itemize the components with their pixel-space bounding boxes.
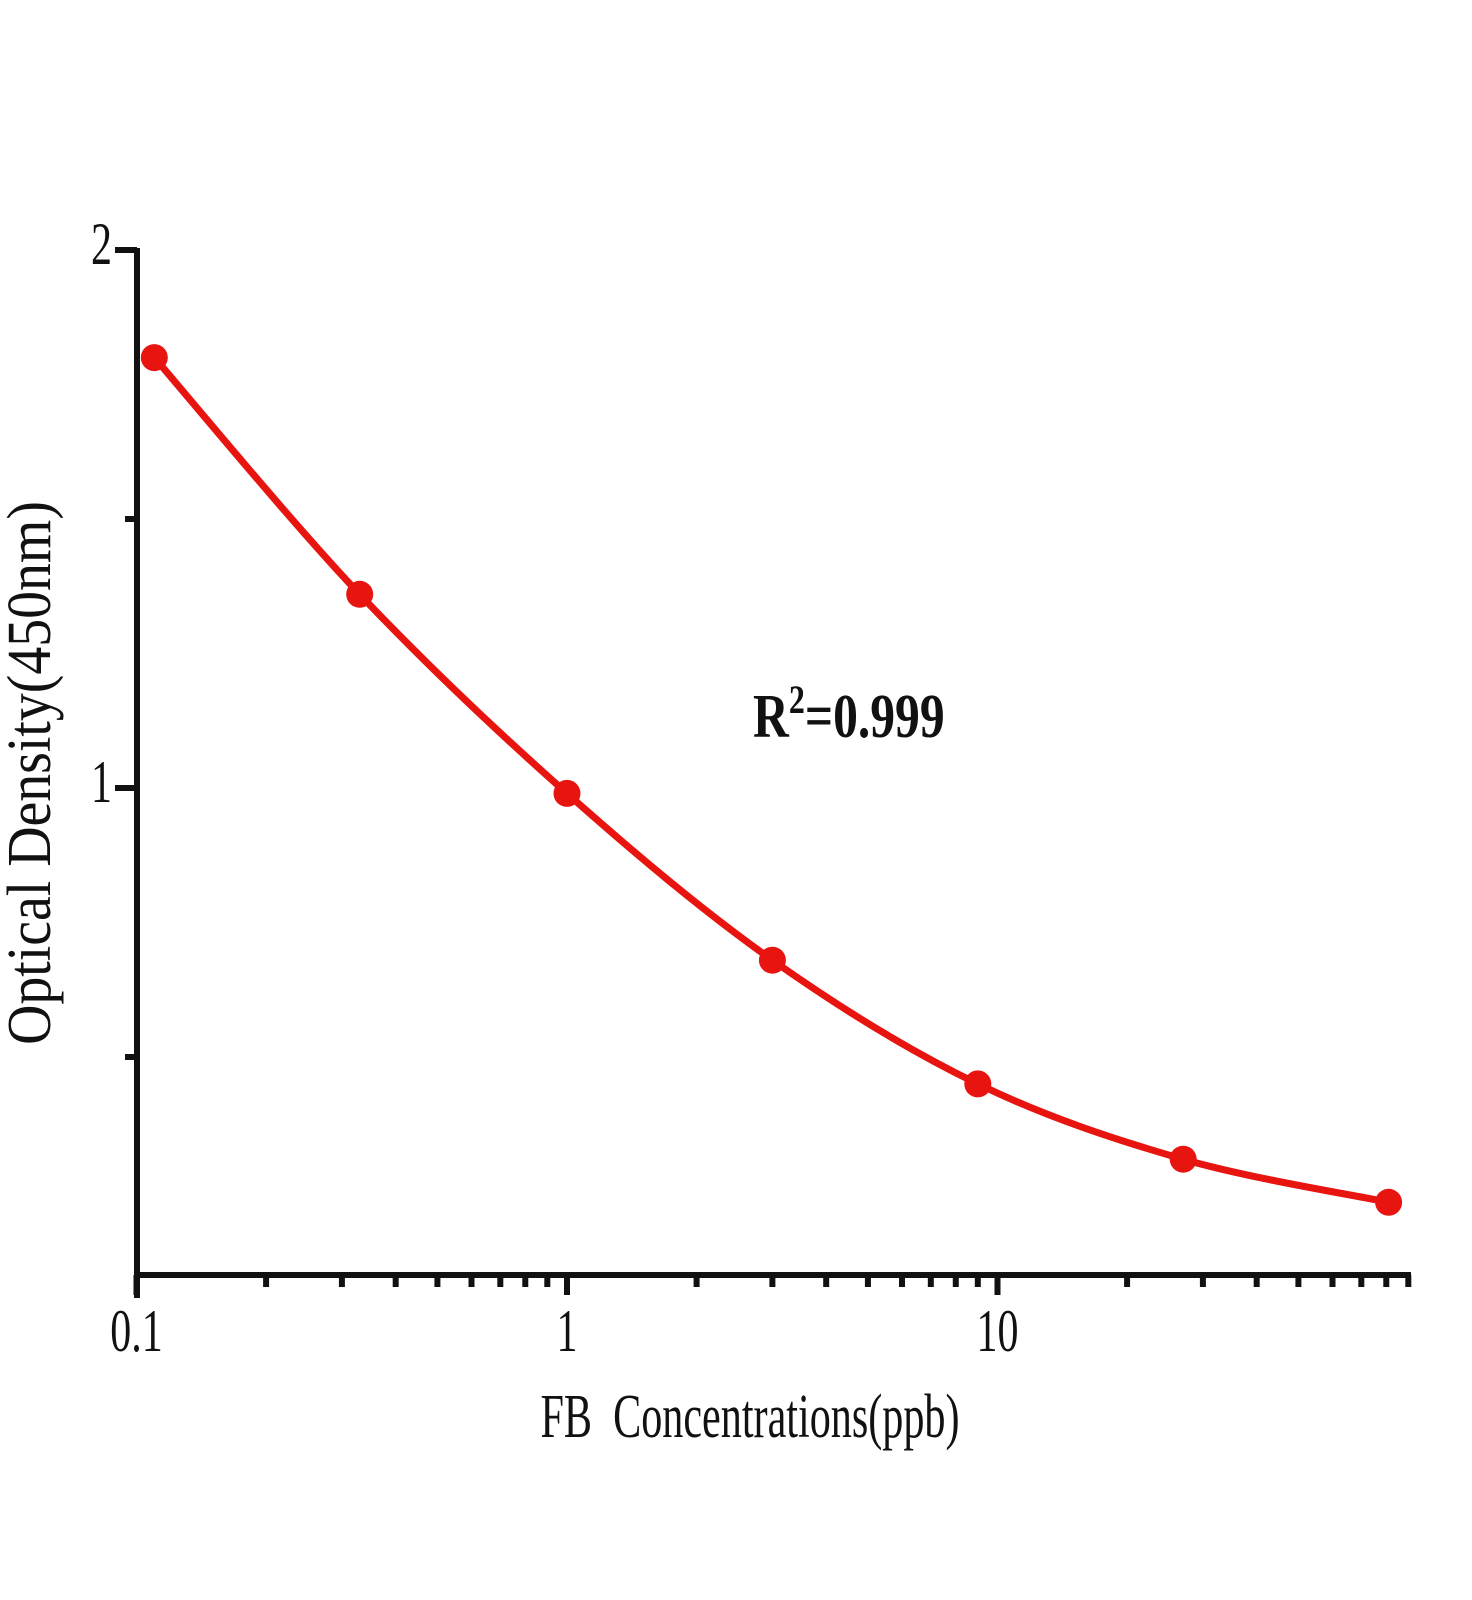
data-point-marker [964,1070,992,1098]
data-point-marker [1169,1145,1197,1173]
axes [115,247,1412,1298]
r-squared-annotation: R2=0.999 [753,678,945,752]
x-axis-title: FB Concentrations(ppb) [540,1383,959,1451]
standard-curve-line [150,354,1393,1206]
data-point-marker [553,779,581,807]
data-point-marker [140,344,168,372]
y-axis-tick-label: 1 [91,750,112,816]
r-squared-base: R [753,683,790,751]
data-point-marker [346,580,374,608]
x-axis-tick-label: 0.1 [110,1299,162,1365]
x-axis-tick-label: 10 [977,1299,1019,1365]
tick-labels: 0.1 1 10 2 1 [91,212,1018,1365]
y-axis-tick-label: 2 [91,212,112,278]
y-axis-title: Optical Density(450nm) [0,501,64,1045]
data-series [140,344,1403,1216]
r-squared-superscript: 2 [789,678,805,722]
data-point-marker [758,946,786,974]
data-point-marker [1375,1188,1403,1216]
r-squared-value: =0.999 [805,683,945,751]
x-axis-tick-label: 1 [557,1299,578,1365]
